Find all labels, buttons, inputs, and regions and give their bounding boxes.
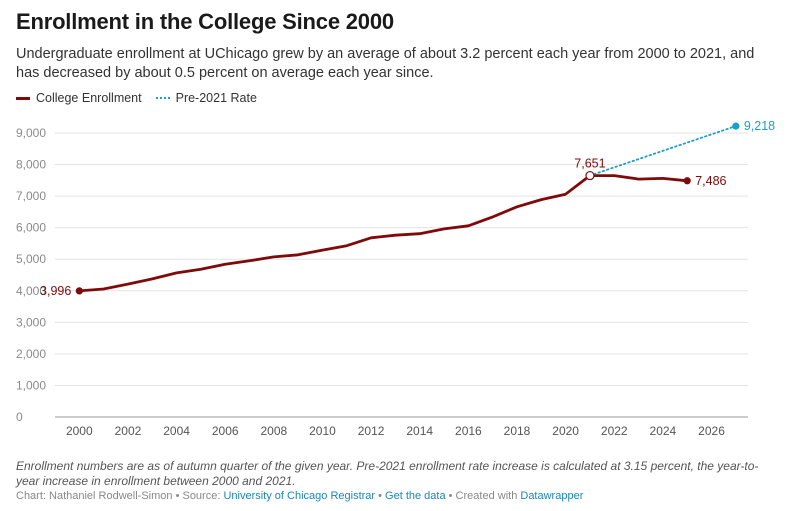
credit-prefix: Chart: Nathaniel Rodwell-Simon • Source: <box>16 490 224 502</box>
legend-label-college-enrollment: College Enrollment <box>36 91 142 105</box>
data-label: 9,218 <box>744 119 775 133</box>
x-tick-label: 2008 <box>260 424 287 438</box>
y-tick-label: 5,000 <box>16 252 46 266</box>
x-tick-label: 2002 <box>115 424 142 438</box>
legend-label-pre-2021-rate: Pre-2021 Rate <box>175 91 257 105</box>
chart-credit: Chart: Nathaniel Rodwell-Simon • Source:… <box>16 490 583 502</box>
y-tick-label: 0 <box>16 410 23 424</box>
legend-swatch-solid <box>16 96 30 100</box>
data-point-marker <box>683 177 691 185</box>
data-point-marker <box>75 287 83 295</box>
y-tick-label: 7,000 <box>16 189 46 203</box>
series-line-pre-2021-rate <box>589 125 737 177</box>
chart-subtitle: Undergraduate enrollment at UChicago gre… <box>16 46 755 81</box>
x-tick-label: 2010 <box>309 424 336 438</box>
y-tick-label: 4,000 <box>16 284 46 298</box>
y-tick-label: 1,000 <box>16 378 46 392</box>
y-tick-label: 6,000 <box>16 221 46 235</box>
source-link[interactable]: University of Chicago Registrar <box>223 490 376 502</box>
x-tick-label: 2012 <box>358 424 385 438</box>
x-tick-label: 2016 <box>455 424 482 438</box>
legend-item-college-enrollment: College Enrollment <box>16 91 142 105</box>
x-tick-label: 2000 <box>66 424 93 438</box>
y-tick-label: 8,000 <box>16 158 46 172</box>
data-point-marker <box>732 122 740 130</box>
legend-item-pre-2021-rate: Pre-2021 Rate <box>155 91 257 105</box>
get-data-link[interactable]: Get the data <box>385 490 446 502</box>
chart-title: Enrollment in the College Since 2000 <box>16 9 394 34</box>
x-tick-label: 2018 <box>504 424 531 438</box>
series-line-college-enrollment <box>77 174 689 293</box>
data-point-marker <box>585 170 595 181</box>
chart-notes: Enrollment numbers are as of autumn quar… <box>16 459 759 488</box>
y-tick-label: 2,000 <box>16 347 46 361</box>
y-tick-label: 9,000 <box>16 126 46 140</box>
x-tick-label: 2022 <box>601 424 628 438</box>
data-label: 7,651 <box>574 157 605 171</box>
x-tick-label: 2024 <box>650 424 677 438</box>
line-chart: 0 1,000 2,000 3,000 4,000 5,000 6,000 7,000 8,00… <box>16 119 775 438</box>
x-tick-label: 2014 <box>406 424 433 438</box>
legend-swatch-dotted <box>155 97 170 99</box>
y-tick-label: 3,000 <box>16 315 46 329</box>
data-label: 3,996 <box>40 284 71 298</box>
x-tick-label: 2020 <box>552 424 579 438</box>
credit-created-with: • Created with <box>445 490 521 502</box>
x-tick-label: 2006 <box>212 424 239 438</box>
data-label: 7,486 <box>695 174 726 188</box>
credit-separator: • <box>375 490 386 502</box>
x-tick-label: 2026 <box>698 424 725 438</box>
datawrapper-link[interactable]: Datawrapper <box>520 490 584 502</box>
x-tick-label: 2004 <box>163 424 190 438</box>
chart-legend: College Enrollment Pre-2021 Rate <box>16 91 271 105</box>
